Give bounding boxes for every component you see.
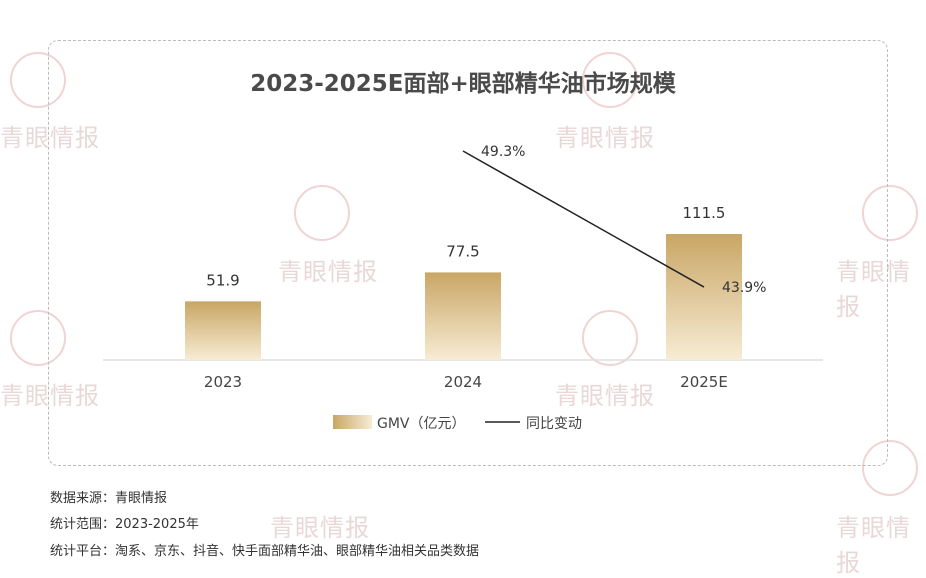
bar-label: 51.9 [206,271,239,289]
bar-2023 [185,301,261,360]
x-tick-label: 2023 [204,373,242,391]
growth-label: 49.3% [481,144,525,160]
bar-2024 [425,272,501,360]
watermark: 青眼情报 [0,382,100,410]
x-tick-label: 2025E [680,373,728,391]
bar-label: 111.5 [683,204,726,222]
watermark: 青眼情报 [836,258,911,321]
legend-growth: 同比变动 [526,416,582,432]
watermark: 青眼情报 [0,124,100,152]
watermark-logo-icon [10,310,66,366]
bar-2025E [666,234,742,360]
watermark-logo-icon [862,185,918,241]
watermark-logo-icon [862,440,918,496]
watermark-logo-icon [582,310,638,366]
watermark: 青眼情报 [555,124,655,152]
watermark: 青眼情报 [278,258,378,286]
watermark: 青眼情报 [836,514,911,577]
growth-label: 43.9% [722,280,766,296]
watermark-logo-icon [582,52,638,108]
watermark-logo-icon [10,52,66,108]
legend-bar-swatch [333,415,372,429]
watermark: 青眼情报 [555,382,655,410]
watermark: 青眼情报 [270,514,370,542]
watermark-logo-icon [294,185,350,241]
bar-label: 77.5 [446,242,479,260]
platform-note: 统计平台：淘系、京东、抖音、快手面部精华油、眼部精华油相关品类数据 [50,544,480,559]
source-note: 数据来源：青眼情报 [50,491,168,506]
chart-frame [48,40,888,466]
chart-title: 2023-2025E面部+眼部精华油市场规模 [250,71,676,97]
x-tick-label: 2024 [444,373,482,391]
growth-line [462,150,705,288]
legend-gmv: GMV（亿元） [377,416,466,432]
range-note: 统计范围：2023-2025年 [50,517,199,532]
